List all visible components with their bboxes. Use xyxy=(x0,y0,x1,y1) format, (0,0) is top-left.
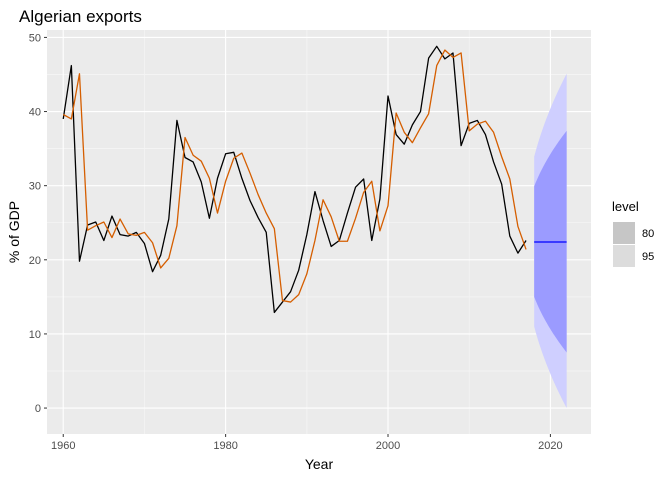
x-tick-label: 1980 xyxy=(213,440,237,452)
y-tick-label: 40 xyxy=(29,107,41,119)
legend: level 80 95 xyxy=(612,199,654,267)
series-line-fitted xyxy=(62,49,527,303)
plot-area xyxy=(47,30,591,434)
legend-key-95 xyxy=(613,245,635,267)
y-axis-title: % of GDP xyxy=(6,201,22,263)
legend-title: level xyxy=(612,199,639,214)
series-lines xyxy=(62,45,567,314)
x-axis: 1960 1980 2000 2020 xyxy=(51,434,563,452)
legend-label-95: 95 xyxy=(642,251,654,263)
chart-title: Algerian exports xyxy=(19,7,142,26)
y-tick-label: 50 xyxy=(29,32,41,44)
series-line-data xyxy=(62,45,527,314)
y-axis: 0 10 20 30 40 50 xyxy=(29,32,47,415)
y-tick-label: 30 xyxy=(29,181,41,193)
legend-key-80 xyxy=(613,222,635,244)
x-tick-label: 2000 xyxy=(376,440,400,452)
y-tick-label: 20 xyxy=(29,255,41,267)
x-tick-label: 2020 xyxy=(538,440,562,452)
x-tick-label: 1960 xyxy=(51,440,75,452)
x-axis-title: Year xyxy=(305,456,334,472)
plot-background xyxy=(47,30,591,434)
legend-label-80: 80 xyxy=(642,228,654,240)
y-tick-label: 0 xyxy=(35,403,41,415)
y-tick-label: 10 xyxy=(29,329,41,341)
